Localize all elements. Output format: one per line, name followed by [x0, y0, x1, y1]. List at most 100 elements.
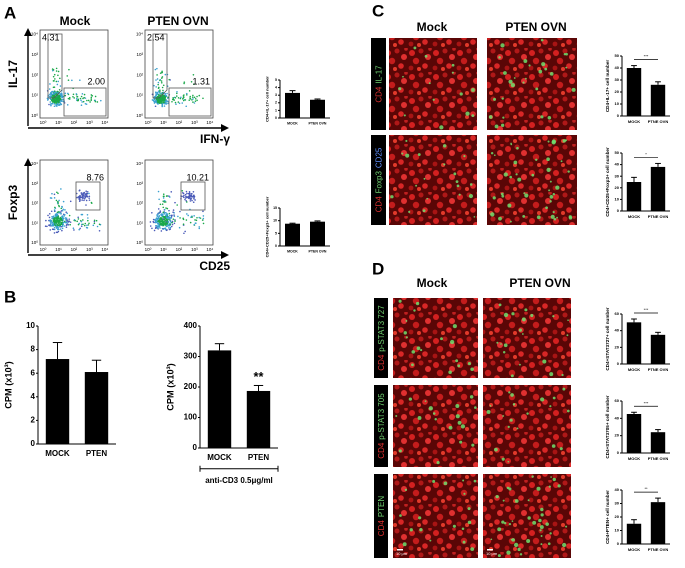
event-dot [80, 95, 83, 98]
green-cell [432, 412, 436, 415]
gate [75, 181, 101, 211]
green-cell [538, 69, 543, 74]
green-cell [512, 403, 516, 406]
event-dot [153, 102, 156, 104]
flow-tick-label: 10³ [86, 120, 93, 125]
event-dot [173, 214, 175, 216]
event-dot [53, 105, 56, 108]
green-cell [424, 54, 428, 58]
channel-strip [374, 385, 388, 467]
event-dot [58, 205, 61, 208]
green-cell [561, 373, 564, 377]
flow-tick-label: 10⁴ [206, 120, 213, 125]
green-cell [531, 475, 534, 478]
green-cell [458, 193, 461, 196]
bar [626, 68, 642, 116]
y-tick-label: 10 [273, 219, 277, 223]
green-cell [419, 528, 423, 532]
channel-name: CD25 [375, 147, 384, 168]
event-dot [62, 200, 65, 203]
event-dot [186, 192, 188, 195]
event-dot [51, 224, 54, 226]
event-dot [158, 212, 160, 215]
event-dot [61, 217, 64, 220]
y-axis-label: CD4+STAT3727+ cell number [605, 307, 610, 370]
event-dot [161, 203, 164, 205]
event-dot [155, 226, 157, 229]
event-dot [50, 92, 53, 95]
event-dot [50, 222, 52, 225]
green-cell [434, 418, 437, 421]
event-dot [93, 222, 96, 225]
green-cell [415, 184, 418, 187]
event-dot [49, 101, 52, 103]
channel-label: CD4 Foxp3 CD25 [375, 147, 384, 212]
arrow-head [221, 124, 229, 132]
green-cell [471, 88, 475, 92]
event-dot [67, 79, 70, 81]
event-dot [196, 95, 198, 98]
green-cell [528, 64, 531, 67]
event-dot [191, 192, 193, 195]
event-dot [169, 228, 171, 230]
event-dot [164, 92, 166, 95]
green-cell [565, 52, 568, 56]
micrograph [393, 385, 478, 467]
event-dot [154, 68, 157, 71]
event-dot [158, 225, 161, 228]
event-dot [160, 98, 163, 101]
flow-plot [39, 159, 109, 246]
green-cell [503, 343, 508, 348]
event-dot [94, 100, 97, 103]
y-axis-label: CPM (x10³) [166, 363, 176, 410]
event-dot [162, 193, 165, 196]
flow-tick-label: 10¹ [31, 220, 38, 225]
event-dot [59, 216, 62, 219]
event-dot [168, 209, 170, 212]
event-dot [167, 96, 169, 99]
event-dot [177, 101, 180, 103]
y-tick-label: 50 [615, 53, 620, 58]
green-cell [553, 217, 557, 221]
green-cell [540, 535, 543, 537]
green-cell [511, 312, 515, 316]
green-cell [548, 485, 551, 488]
note: anti-CD3 0.5μg/ml [205, 476, 273, 485]
y-axis-label: CD4+IL-17+ cell number [605, 60, 610, 113]
event-dot [171, 100, 173, 103]
event-dot [172, 209, 175, 211]
green-cell [546, 167, 551, 172]
event-dot [152, 218, 155, 221]
event-dot [198, 216, 201, 219]
green-cell [530, 313, 534, 318]
event-dot [190, 80, 193, 83]
event-dot [156, 101, 159, 103]
event-dot [161, 70, 163, 73]
channel-label: CD4 IL-17 [375, 65, 384, 103]
event-dot [59, 224, 61, 227]
green-cell [509, 175, 513, 179]
event-dot [188, 190, 191, 193]
bar [626, 414, 642, 453]
event-dot [156, 95, 159, 98]
flow-tick-label: 10² [31, 201, 38, 206]
event-dot [68, 220, 71, 223]
y-tick-label: 40 [615, 162, 620, 167]
event-dot [82, 100, 85, 103]
event-dot [164, 211, 167, 214]
green-cell [418, 516, 422, 520]
event-dot [71, 79, 73, 82]
event-dot [166, 216, 169, 219]
green-cell [527, 499, 530, 502]
event-dot [59, 228, 62, 230]
green-cell [428, 82, 431, 85]
green-cell [507, 203, 512, 208]
event-dot [170, 191, 173, 193]
green-cell [507, 425, 510, 428]
event-dot [171, 221, 173, 224]
event-dot [158, 224, 160, 226]
event-dot [86, 191, 89, 193]
event-dot [181, 191, 184, 194]
event-dot [159, 218, 162, 221]
event-dot [53, 217, 55, 220]
